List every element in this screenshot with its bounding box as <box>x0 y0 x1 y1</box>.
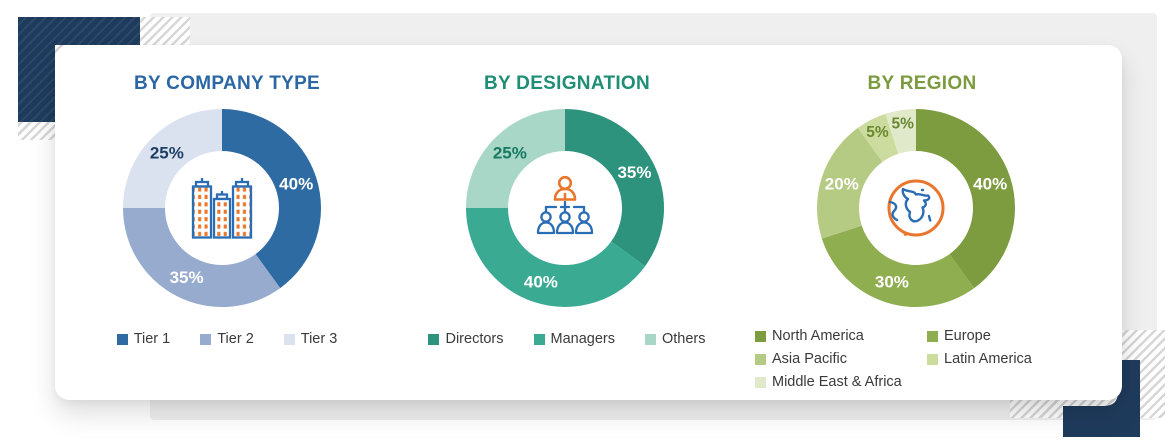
slice-percent-label: 25% <box>493 143 527 162</box>
donut-slice-directors <box>565 109 664 267</box>
donut-slice-managers <box>466 208 646 307</box>
donut-slice-others <box>466 109 565 208</box>
slice-percent-label: 35% <box>617 163 651 182</box>
slice-percent-label: 5% <box>866 124 889 141</box>
legend-designation: Directors Managers Others <box>415 331 719 347</box>
legend-swatch <box>755 353 766 365</box>
legend-label: Tier 2 <box>217 331 254 347</box>
slice-percent-label: 40% <box>279 174 313 193</box>
legend-item-others: Others <box>644 331 706 347</box>
slice-percent-label: 35% <box>170 268 204 287</box>
navy-corner-top-left-vertical <box>18 17 55 122</box>
chart-panel-region: BY REGION 40% 30% 20% 5% 5% North America Eur… <box>755 45 1089 400</box>
donut-slice-asia-pacific <box>817 127 883 239</box>
donut-slice-europe <box>821 225 975 307</box>
legend-swatch <box>644 333 656 345</box>
legend-label: Tier 1 <box>133 331 171 347</box>
chart-panel-designation: BY DESIGNATION 35% 40% 25% Directors Manage… <box>415 45 719 400</box>
legend-swatch <box>755 376 766 388</box>
legend-item-directors: Directors <box>428 331 504 347</box>
legend-swatch <box>116 333 128 345</box>
legend-item-middle-east-africa: Middle East & Africa <box>755 374 927 390</box>
donut-slice-tier-3 <box>123 109 222 208</box>
legend-swatch <box>927 353 938 365</box>
legend-label: Middle East & Africa <box>772 374 902 390</box>
slice-percent-label: 20% <box>825 174 859 193</box>
legend-label: Directors <box>445 331 504 347</box>
legend-region: North America Europe Asia Pacific Latin Ame… <box>755 328 1089 390</box>
legend-item-latin-america: Latin America <box>927 351 1089 367</box>
slice-percent-label: 25% <box>150 143 184 162</box>
legend-item-tier-2: Tier 2 <box>200 331 254 347</box>
legend-item-tier-1: Tier 1 <box>116 331 171 347</box>
legend-item-north-america: North America <box>755 328 927 344</box>
slice-percent-label: 40% <box>973 174 1007 193</box>
legend-label: Asia Pacific <box>772 351 847 367</box>
donut-slice-tier-1 <box>222 109 321 289</box>
legend-label: Managers <box>550 331 615 347</box>
globe-icon <box>887 179 945 237</box>
slice-percent-label: 40% <box>524 273 558 292</box>
donut-slice-tier-2 <box>123 208 281 307</box>
donut-chart-company-type: 40% 35% 25% <box>123 109 321 307</box>
legend-swatch <box>927 330 938 342</box>
legend-company-type: Tier 1 Tier 2 Tier 3 <box>75 331 379 347</box>
legend-label: Others <box>661 331 706 347</box>
chart-panel-company-type: BY COMPANY TYPE 40% 35% 25% Tier 1 Tier 2 Ti… <box>75 45 379 400</box>
legend-item-tier-3: Tier 3 <box>283 331 338 347</box>
legend-swatch <box>283 333 295 345</box>
legend-label: Latin America <box>944 351 1032 367</box>
donut-slice-north-america <box>916 109 1015 289</box>
org-chart-icon <box>536 175 594 235</box>
chart-title-designation: BY DESIGNATION <box>483 73 651 94</box>
legend-swatch <box>755 330 766 342</box>
slice-percent-label: 5% <box>891 116 914 133</box>
legend-item-managers: Managers <box>533 331 615 347</box>
legend-item-europe: Europe <box>927 328 1089 344</box>
donut-slice-latin-america <box>857 113 899 162</box>
legend-swatch <box>533 333 545 345</box>
slice-percent-label: 30% <box>875 273 909 292</box>
legend-swatch <box>428 333 440 345</box>
donut-chart-region: 40% 30% 20% 5% 5% <box>817 109 1015 307</box>
chart-title-company-type: BY COMPANY TYPE <box>133 73 321 94</box>
donut-chart-designation: 35% 40% 25% <box>466 109 664 307</box>
legend-swatch <box>200 333 212 345</box>
charts-card: BY COMPANY TYPE 40% 35% 25% Tier 1 Tier 2 Ti… <box>55 45 1122 400</box>
buildings-icon <box>191 178 253 239</box>
legend-label: Europe <box>944 328 991 344</box>
legend-item-asia-pacific: Asia Pacific <box>755 351 927 367</box>
legend-label: North America <box>772 328 864 344</box>
legend-label: Tier 3 <box>300 331 338 347</box>
donut-slice-middle-east-africa <box>885 109 916 154</box>
chart-title-region: BY REGION <box>867 73 977 94</box>
